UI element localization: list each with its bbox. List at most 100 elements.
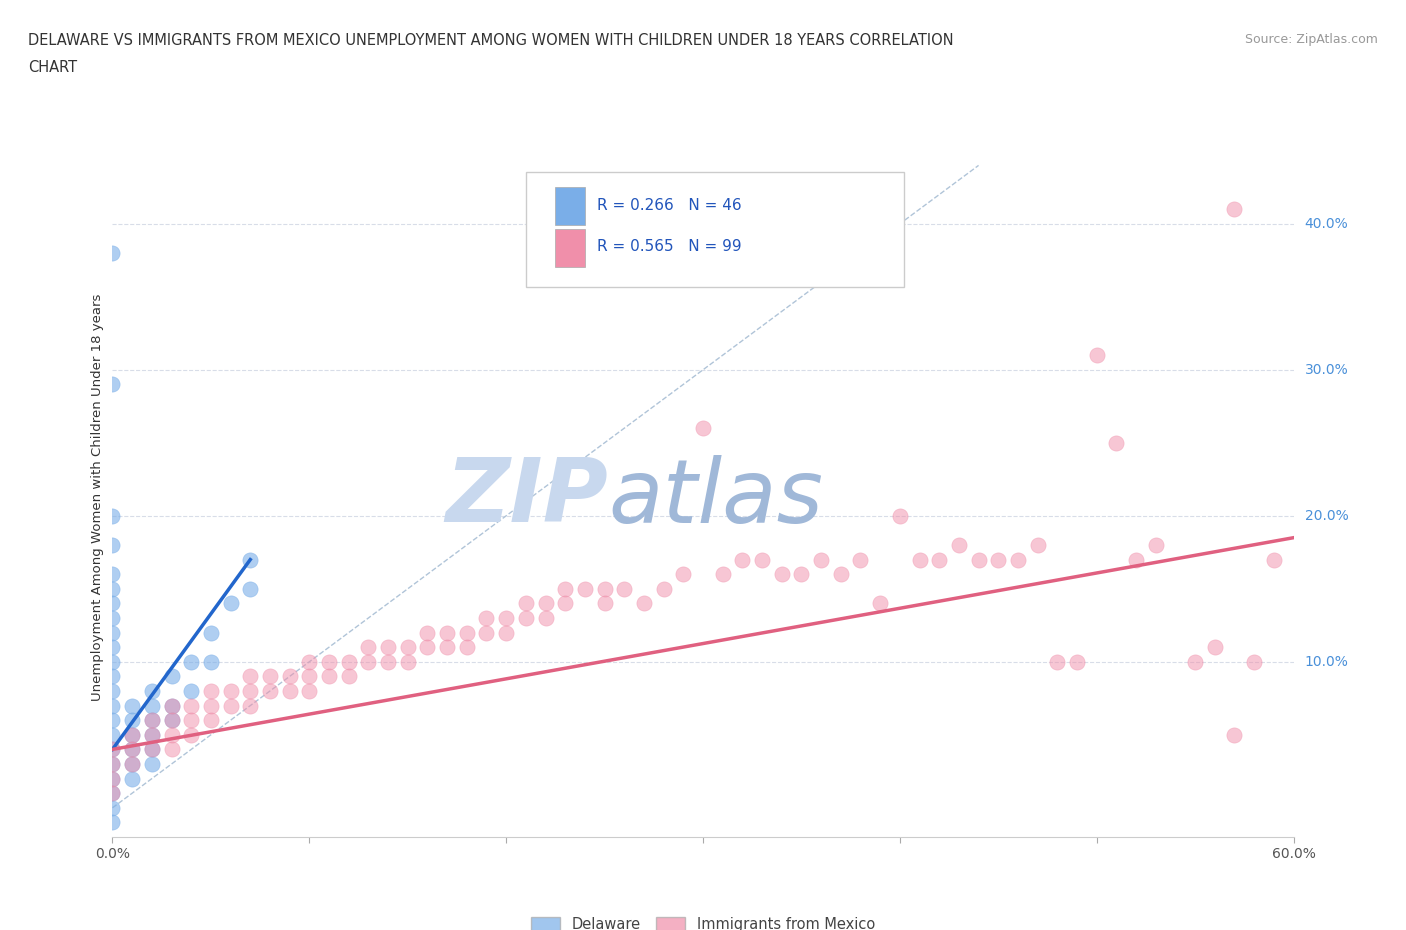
Point — [967, 552, 990, 567]
Text: R = 0.565   N = 99: R = 0.565 N = 99 — [596, 239, 741, 254]
Legend: Delaware, Immigrants from Mexico: Delaware, Immigrants from Mexico — [526, 911, 880, 930]
Point — [219, 596, 242, 611]
Point — [101, 509, 124, 524]
FancyBboxPatch shape — [555, 230, 585, 267]
Point — [908, 552, 931, 567]
Point — [731, 552, 754, 567]
Point — [121, 757, 143, 772]
Point — [180, 655, 202, 670]
Point — [515, 611, 537, 626]
Point — [101, 684, 124, 698]
Point — [1223, 727, 1246, 742]
Text: 30.0%: 30.0% — [1305, 363, 1348, 377]
Point — [101, 786, 124, 801]
Point — [593, 596, 616, 611]
Point — [101, 377, 124, 392]
Point — [1085, 348, 1108, 363]
Point — [751, 552, 773, 567]
Point — [101, 757, 124, 772]
Point — [101, 538, 124, 552]
Point — [396, 655, 419, 670]
Point — [1066, 655, 1088, 670]
Text: ZIP: ZIP — [446, 454, 609, 541]
Text: CHART: CHART — [28, 60, 77, 75]
Point — [534, 596, 557, 611]
Point — [1144, 538, 1167, 552]
Point — [141, 757, 163, 772]
Point — [101, 611, 124, 626]
Point — [180, 684, 202, 698]
Point — [239, 669, 262, 684]
Point — [987, 552, 1010, 567]
Point — [160, 742, 183, 757]
Point — [101, 655, 124, 670]
Text: Source: ZipAtlas.com: Source: ZipAtlas.com — [1244, 33, 1378, 46]
Point — [574, 581, 596, 596]
Point — [830, 566, 852, 581]
Text: 10.0%: 10.0% — [1305, 655, 1348, 669]
Point — [180, 698, 202, 713]
Text: 40.0%: 40.0% — [1305, 217, 1348, 231]
Point — [141, 712, 163, 727]
Point — [948, 538, 970, 552]
Point — [101, 801, 124, 816]
Point — [141, 742, 163, 757]
Point — [889, 509, 911, 524]
Point — [416, 640, 439, 655]
Point — [239, 552, 262, 567]
Point — [849, 552, 872, 567]
Point — [121, 742, 143, 757]
Point — [180, 727, 202, 742]
Point — [101, 566, 124, 581]
Point — [1046, 655, 1069, 670]
Point — [141, 698, 163, 713]
Point — [711, 566, 734, 581]
Point — [101, 727, 124, 742]
Point — [672, 566, 695, 581]
Point — [101, 640, 124, 655]
Point — [101, 742, 124, 757]
Point — [101, 815, 124, 830]
Point — [101, 698, 124, 713]
Text: DELAWARE VS IMMIGRANTS FROM MEXICO UNEMPLOYMENT AMONG WOMEN WITH CHILDREN UNDER : DELAWARE VS IMMIGRANTS FROM MEXICO UNEMP… — [28, 33, 953, 47]
Point — [200, 712, 222, 727]
Point — [928, 552, 950, 567]
Point — [160, 698, 183, 713]
Point — [141, 742, 163, 757]
Point — [259, 684, 281, 698]
Point — [101, 757, 124, 772]
Point — [200, 655, 222, 670]
Point — [377, 655, 399, 670]
Point — [1223, 202, 1246, 217]
Point — [475, 625, 498, 640]
Point — [1263, 552, 1285, 567]
Point — [160, 712, 183, 727]
Point — [160, 669, 183, 684]
Point — [633, 596, 655, 611]
Point — [101, 669, 124, 684]
Point — [1243, 655, 1265, 670]
Point — [200, 698, 222, 713]
Y-axis label: Unemployment Among Women with Children Under 18 years: Unemployment Among Women with Children U… — [91, 294, 104, 701]
Point — [318, 655, 340, 670]
Point — [160, 698, 183, 713]
Point — [1184, 655, 1206, 670]
Point — [1026, 538, 1049, 552]
Point — [456, 640, 478, 655]
Point — [219, 684, 242, 698]
Point — [239, 684, 262, 698]
Point — [790, 566, 813, 581]
Point — [121, 727, 143, 742]
Point — [770, 566, 793, 581]
Point — [101, 596, 124, 611]
Point — [554, 596, 576, 611]
Point — [141, 727, 163, 742]
Point — [613, 581, 636, 596]
Point — [101, 771, 124, 786]
Point — [200, 625, 222, 640]
Point — [101, 246, 124, 260]
Point — [121, 712, 143, 727]
Point — [377, 640, 399, 655]
Point — [278, 684, 301, 698]
Point — [141, 727, 163, 742]
